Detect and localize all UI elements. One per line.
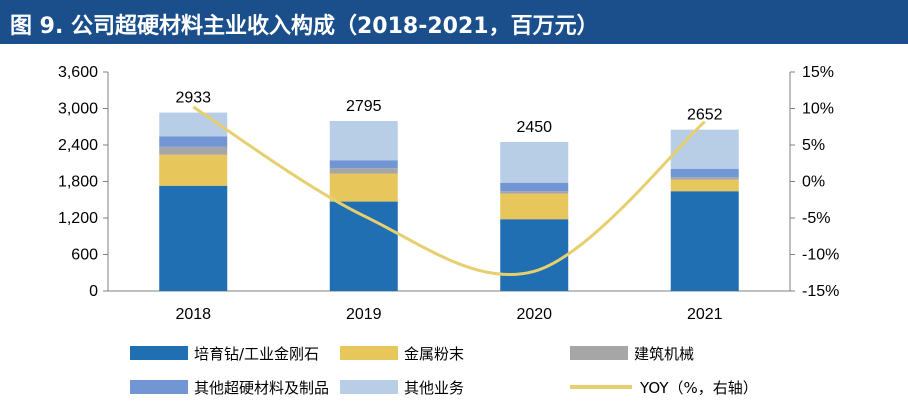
bar-segment: [159, 154, 228, 186]
legend-label-3: 建筑机械: [634, 344, 695, 363]
y2-tick-label: 15%: [802, 64, 834, 81]
legend-swatch-3: [570, 346, 628, 360]
legend-label-line: YOY（%，右轴）: [640, 378, 758, 397]
y2-tick-label: -5%: [802, 210, 830, 227]
legend-swatch-1: [130, 346, 188, 360]
y-tick-label: 0: [89, 283, 98, 300]
bar-segment: [670, 177, 739, 180]
total-data-label: 2795: [346, 98, 382, 115]
bar-segment: [500, 191, 569, 194]
y-tick-label: 1,800: [58, 174, 98, 191]
bar-segment: [329, 120, 398, 161]
bar-segment: [329, 160, 398, 169]
x-tick-label: 2021: [687, 306, 723, 323]
bar-segment: [159, 185, 228, 291]
legend-label-5: 其他业务: [404, 378, 465, 397]
legend-item-3: 建筑机械: [570, 342, 694, 364]
bar-segment: [500, 182, 569, 192]
legend-swatch-4: [130, 380, 188, 394]
y-tick-label: 2,400: [58, 137, 98, 154]
bar-segment: [500, 141, 569, 183]
legend-label-1: 培育钻/工业金刚石: [194, 344, 320, 363]
legend-item-1: 培育钻/工业金刚石: [130, 342, 319, 364]
legend-label-2: 金属粉末: [404, 344, 465, 363]
y2-tick-label: -15%: [802, 283, 839, 300]
legend-item-4: 其他超硬材料及制品: [130, 376, 329, 398]
legend: 培育钻/工业金刚石 金属粉末 建筑机械 其他超硬材料及制品 其他业务 YOY（%…: [0, 338, 908, 408]
y2-tick-label: -10%: [802, 247, 839, 264]
y2-tick-label: 10%: [802, 101, 834, 118]
bar-segment: [500, 219, 569, 291]
legend-item-2: 金属粉末: [340, 342, 464, 364]
legend-swatch-5: [340, 380, 398, 394]
x-tick-label: 2019: [346, 306, 382, 323]
legend-label-4: 其他超硬材料及制品: [194, 378, 330, 397]
y2-tick-label: 5%: [802, 137, 825, 154]
total-data-label: 2933: [175, 90, 211, 107]
y-tick-label: 3,600: [58, 64, 98, 81]
y-tick-label: 3,000: [58, 101, 98, 118]
chart-title: 图 9. 公司超硬材料主业收入构成（2018-2021，百万元）: [10, 14, 599, 39]
bar-segment: [670, 168, 739, 178]
yoy-line: [192, 105, 706, 277]
title-bar: 图 9. 公司超硬材料主业收入构成（2018-2021，百万元）: [0, 0, 908, 44]
legend-item-line: YOY（%，右轴）: [570, 376, 758, 398]
y-tick-label: 1,200: [58, 210, 98, 227]
bar-segment: [670, 179, 739, 192]
bar-segment: [670, 191, 739, 291]
legend-item-5: 其他业务: [340, 376, 464, 398]
bar-segment: [329, 173, 398, 202]
total-data-label: 2652: [687, 107, 723, 124]
chart-area: 0 600 1,200 1,800 2,400 3,000 3,600 -15% -10% -5%…: [58, 64, 839, 323]
legend-swatch-line: [570, 385, 632, 389]
bar-segment: [329, 168, 398, 174]
bar-segment: [159, 136, 228, 147]
bar-segment: [159, 146, 228, 155]
y-tick-label: 600: [71, 247, 98, 264]
y2-tick-label: 0%: [802, 174, 825, 191]
bar-segment: [670, 129, 739, 169]
bar-segment: [500, 193, 569, 220]
x-tick-label: 2020: [516, 306, 552, 323]
x-tick-label: 2018: [175, 306, 211, 323]
legend-swatch-2: [340, 346, 398, 360]
total-data-label: 2450: [516, 119, 552, 136]
